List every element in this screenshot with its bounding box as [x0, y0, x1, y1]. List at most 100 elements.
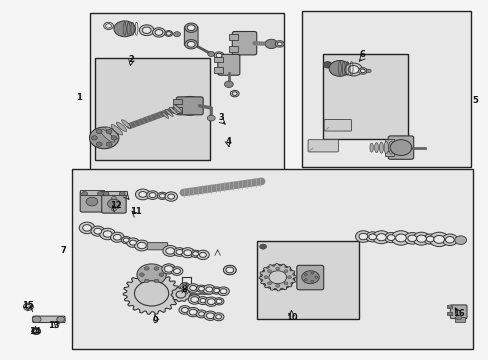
Circle shape: [407, 235, 416, 242]
Circle shape: [162, 264, 175, 274]
Bar: [322, 54, 407, 139]
Circle shape: [264, 276, 267, 279]
Circle shape: [137, 242, 146, 249]
Circle shape: [259, 244, 266, 249]
Circle shape: [146, 191, 158, 199]
FancyBboxPatch shape: [218, 54, 239, 75]
Circle shape: [216, 53, 222, 58]
Circle shape: [114, 21, 135, 37]
Text: 12: 12: [110, 202, 122, 210]
Circle shape: [360, 69, 365, 73]
Circle shape: [203, 285, 215, 294]
Bar: [173, 107, 182, 113]
Circle shape: [180, 283, 189, 290]
Text: 14: 14: [29, 328, 41, 336]
Circle shape: [25, 305, 31, 309]
Text: 10: 10: [285, 313, 297, 322]
Circle shape: [142, 27, 151, 33]
Polygon shape: [123, 273, 180, 314]
Circle shape: [204, 297, 217, 306]
Circle shape: [121, 237, 131, 244]
Text: 2: 2: [128, 55, 134, 64]
Circle shape: [277, 42, 282, 46]
Circle shape: [119, 192, 125, 196]
Circle shape: [433, 235, 444, 243]
Circle shape: [358, 68, 366, 74]
FancyBboxPatch shape: [147, 243, 167, 250]
Circle shape: [404, 233, 419, 244]
Circle shape: [199, 252, 206, 257]
Circle shape: [390, 231, 410, 245]
Circle shape: [232, 92, 237, 95]
Circle shape: [230, 90, 239, 97]
Circle shape: [176, 291, 185, 298]
Circle shape: [215, 315, 221, 319]
Circle shape: [89, 127, 119, 149]
Circle shape: [284, 270, 287, 273]
Circle shape: [301, 271, 319, 284]
Circle shape: [134, 240, 149, 251]
Text: 9: 9: [152, 316, 158, 325]
Circle shape: [173, 32, 180, 37]
Ellipse shape: [173, 105, 182, 113]
Circle shape: [164, 31, 172, 36]
FancyBboxPatch shape: [296, 265, 323, 290]
Circle shape: [197, 297, 208, 305]
Ellipse shape: [165, 109, 173, 117]
Circle shape: [103, 231, 112, 237]
Circle shape: [96, 142, 102, 146]
Circle shape: [275, 284, 279, 287]
Circle shape: [323, 62, 331, 68]
Circle shape: [196, 250, 209, 260]
Circle shape: [159, 194, 165, 198]
Ellipse shape: [116, 122, 126, 131]
FancyBboxPatch shape: [102, 192, 126, 213]
Circle shape: [264, 39, 277, 49]
FancyBboxPatch shape: [80, 191, 103, 212]
Circle shape: [111, 136, 117, 140]
Text: 5: 5: [471, 96, 477, 105]
Circle shape: [389, 140, 411, 156]
Bar: [256, 241, 359, 319]
Circle shape: [135, 189, 150, 200]
Ellipse shape: [105, 127, 119, 139]
Circle shape: [152, 28, 165, 37]
Circle shape: [284, 282, 287, 285]
Circle shape: [216, 299, 222, 303]
Circle shape: [196, 310, 206, 318]
Circle shape: [225, 267, 233, 273]
Circle shape: [113, 234, 121, 240]
Circle shape: [106, 142, 112, 146]
Circle shape: [165, 248, 174, 254]
Circle shape: [190, 250, 200, 257]
Circle shape: [166, 32, 171, 35]
Circle shape: [57, 316, 64, 322]
Circle shape: [207, 299, 215, 305]
Text: 11: 11: [130, 207, 142, 216]
Circle shape: [358, 233, 367, 240]
Circle shape: [445, 237, 453, 243]
Circle shape: [23, 303, 33, 310]
Circle shape: [100, 228, 115, 240]
Text: 7: 7: [61, 246, 66, 255]
Circle shape: [455, 315, 461, 320]
Circle shape: [200, 298, 205, 303]
Circle shape: [328, 60, 350, 76]
Circle shape: [187, 284, 199, 292]
Circle shape: [186, 307, 199, 317]
Bar: [80, 190, 104, 195]
Circle shape: [310, 272, 313, 274]
Text: 13: 13: [48, 321, 60, 330]
FancyBboxPatch shape: [387, 136, 413, 159]
Bar: [454, 317, 464, 322]
FancyBboxPatch shape: [449, 305, 466, 319]
Circle shape: [134, 281, 168, 306]
Circle shape: [267, 282, 271, 285]
FancyBboxPatch shape: [33, 316, 65, 323]
Circle shape: [32, 328, 41, 334]
Circle shape: [32, 316, 41, 323]
Circle shape: [79, 222, 95, 234]
Circle shape: [187, 41, 195, 47]
Ellipse shape: [383, 141, 388, 154]
Circle shape: [144, 267, 149, 270]
